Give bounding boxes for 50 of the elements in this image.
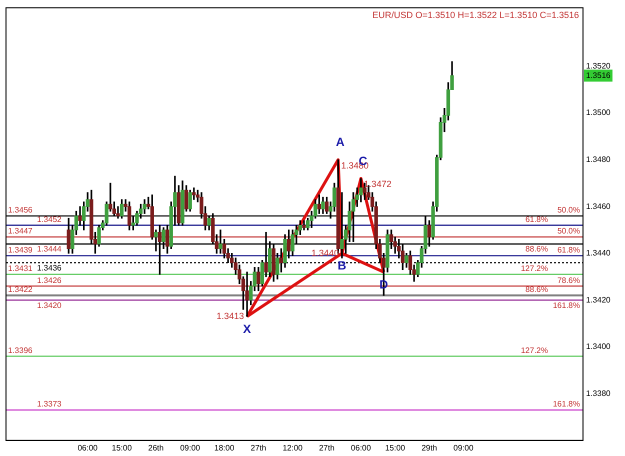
y-tick-label: 1.3480 (586, 155, 612, 164)
ref-line-label: 1.3439 (8, 245, 34, 254)
annotation: 161.8% (552, 300, 580, 310)
annotation: A (336, 135, 345, 150)
ref-line-label: 1.3396 (8, 346, 34, 355)
data-label: 1.3413 (216, 310, 244, 321)
text: 1.3516 (586, 70, 612, 80)
ref-line-label: 1.3444 (37, 244, 62, 254)
y-tick-label: 1.3500 (586, 108, 612, 118)
y-tick-label: 1.3520 (586, 61, 612, 70)
x-tick-label: 26th (148, 443, 164, 452)
ref-line-label: 1.3431 (8, 264, 34, 274)
data-label: 1.3472 (364, 178, 392, 189)
annotation: 78.6% (557, 276, 580, 285)
ref-line-label: 1.3373 (37, 400, 62, 409)
ref-line-label: 1.3426 (37, 276, 62, 285)
y-tick-label: 1.3380 (586, 388, 612, 398)
annotation: 61.8% (557, 245, 580, 254)
x-tick-label: 09:00 (453, 443, 474, 452)
x-tick-label: 27th (250, 443, 266, 452)
y-tick-label: 1.3440 (586, 248, 612, 258)
ref-line-label: 1.3436 (37, 263, 62, 272)
ref-line-label: 1.3420 (37, 300, 62, 310)
ref-line-label: 1.3447 (8, 226, 34, 236)
ref-line-label: 1.3422 (8, 285, 34, 294)
annotation: X (243, 322, 252, 336)
x-tick-label: 27th (318, 443, 335, 452)
annotation: 50.0% (557, 206, 580, 215)
annotation: 127.2% (520, 346, 548, 355)
x-tick-label: 18:00 (214, 443, 235, 452)
annotation: 88.6% (525, 244, 548, 254)
x-tick-label: 15:00 (385, 443, 406, 452)
annotation: 61.8% (525, 214, 548, 224)
annotation: 50.0% (557, 226, 580, 236)
x-tick-label: 06:00 (78, 443, 98, 452)
x-tick-label: 15:00 (112, 443, 132, 452)
annotation: 127.2% (520, 264, 548, 274)
y-tick-label: 1.3460 (586, 202, 612, 211)
x-tick-label: 29th (421, 443, 438, 452)
ref-line-label: 1.3456 (8, 206, 34, 215)
ref-line-label: 1.3452 (37, 214, 62, 224)
annotation: B (338, 258, 347, 273)
x-tick-label: 09:00 (180, 443, 201, 452)
y-tick-label: 1.3400 (586, 342, 612, 352)
annotation: 88.6% (525, 285, 548, 294)
chart-title: EUR/USD O=1.3510 H=1.3522 L=1.3510 C=1.3516 (372, 10, 579, 20)
y-tick-label: 1.3420 (586, 295, 612, 304)
x-tick-label: 06:00 (350, 443, 372, 452)
annotation: 161.8% (552, 400, 580, 409)
x-tick-label: 12:00 (282, 443, 304, 452)
